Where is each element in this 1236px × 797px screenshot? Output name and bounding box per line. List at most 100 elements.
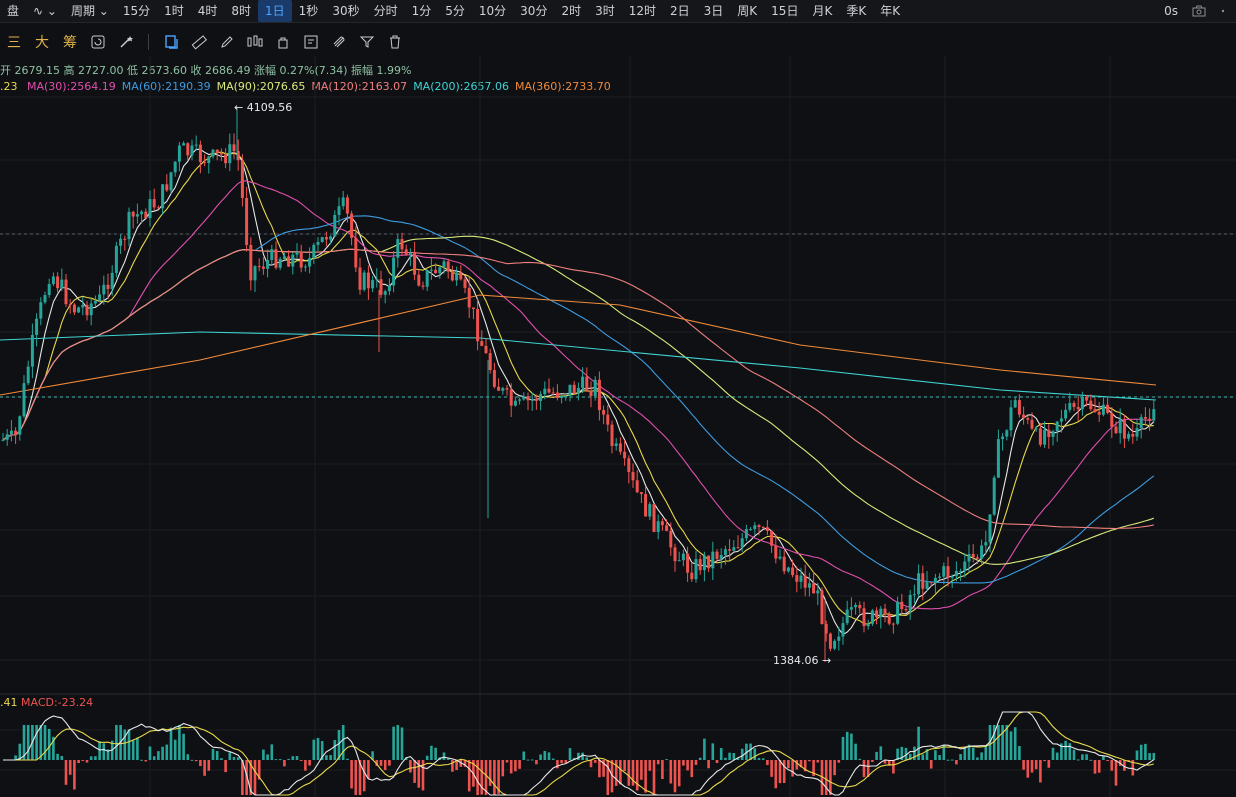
copy-icon[interactable] [157,30,185,54]
macd-histogram-bar [631,760,635,786]
magnet-icon[interactable] [325,30,353,54]
macd-histogram-bar [778,760,782,784]
timeframe-tab[interactable]: 30分 [520,4,548,18]
macd-histogram-bar [799,760,803,768]
timeframe-tab[interactable]: 周K [737,4,758,18]
timeframe-tab[interactable]: 12时 [628,4,657,18]
candle-body [837,636,841,641]
macd-histogram-bar [938,755,941,760]
candle-body [896,601,900,624]
timeframe-tab[interactable]: 5分 [445,4,465,18]
macd-histogram-bar [934,750,937,760]
candle-body [392,257,396,286]
latency-readout: 0s [1164,4,1178,18]
timeframe-tab[interactable]: 15日 [771,4,799,18]
macd-histogram-bar [732,753,736,760]
indicator-san-button[interactable]: 三 [7,35,21,51]
candle-body [341,197,345,207]
timeframe-tab[interactable]: 周期 ⌄ [70,4,109,18]
macd-histogram-bar [1018,745,1021,760]
candle-body [463,279,467,288]
indicator-da-button[interactable]: 大 [35,35,49,51]
candle-body [568,384,572,396]
notes-icon[interactable] [297,30,325,54]
candles-icon[interactable] [241,30,269,54]
candle-body [383,291,387,295]
timeframe-tab[interactable]: 4时 [197,4,218,18]
macd-legend: .41 MACD:-23.24 [0,696,93,709]
macd-histogram-bar [203,760,206,776]
macd-histogram-bar [808,760,811,762]
timeframe-tab[interactable]: 8时 [231,4,252,18]
macd-histogram-bar [514,760,517,772]
macd-histogram-bar [883,760,887,764]
macd-histogram-bar [493,760,496,795]
timeframe-tab[interactable]: 月K [812,4,833,18]
macd-histogram-bar [661,760,664,780]
candle-body [64,279,68,305]
pencil-icon[interactable] [213,30,241,54]
macd-histogram-bar [791,760,794,777]
ma-legend-item: MA(200):2657.06 [413,80,509,93]
candle-body [1101,404,1105,415]
candle-body [765,527,769,531]
candle-body [261,266,265,269]
timeframe-tab[interactable]: 分时 [373,4,398,18]
macd-histogram-bar [736,758,740,760]
refresh-icon[interactable] [84,30,112,54]
timeframe-tab[interactable]: 15分 [122,4,151,18]
more-icon[interactable] [1218,5,1228,17]
candle-body [988,514,992,543]
change-label: 涨幅 [254,64,276,77]
indicator-chou-button[interactable]: 筹 [63,35,77,51]
timeframe-tab[interactable]: 10分 [478,4,507,18]
macd-histogram-bar [757,758,761,760]
candle-body [807,583,811,588]
lock-icon[interactable] [269,30,297,54]
timeframe-tab[interactable]: 1秒 [298,4,319,18]
macd-histogram-bar [1060,743,1063,760]
macd-histogram-bar [980,752,983,760]
ruler-icon[interactable] [185,30,213,54]
trash-icon[interactable] [381,30,409,54]
macd-histogram-bar [480,760,484,795]
timeframe-tab[interactable]: 2时 [561,4,582,18]
magic-tool-icon[interactable] [112,30,140,54]
macd-histogram-bar [556,760,559,769]
timeframe-tab[interactable]: 3日 [703,4,724,18]
candle-body [98,294,102,301]
macd-histogram-bar [644,760,647,793]
timeframe-tab[interactable]: 盘 [7,4,20,18]
macd-histogram-bar [833,760,836,776]
macd-histogram-bar [997,725,1000,760]
timeframe-tab[interactable]: 1时 [164,4,184,18]
camera-icon[interactable] [1192,5,1206,17]
candle-body [870,610,874,624]
candle-body [774,545,778,559]
timeframe-tab[interactable]: 3时 [595,4,615,18]
candle-body [467,287,471,308]
macd-histogram-bar [648,760,652,771]
macd-histogram-bar [207,760,211,771]
candle-body [203,162,207,164]
macd-histogram-bar [1148,753,1151,760]
candle-body [287,256,291,267]
candle-body [211,149,215,157]
candle-body [631,472,635,481]
macd-histogram-bar [278,759,282,761]
timeframe-tab[interactable]: 1分 [411,4,432,18]
timeframe-tab[interactable]: 1日 [258,0,292,22]
candle-body [308,258,312,267]
candle-body [1022,414,1026,419]
timeframe-tab[interactable]: 年K [880,4,901,18]
timeframe-tab[interactable]: 季K [846,4,867,18]
timeframe-tab[interactable]: 2日 [670,4,690,18]
timeframe-tab[interactable]: ∿ ⌄ [33,4,57,18]
macd-histogram-bar [442,752,446,760]
timeframe-tab[interactable]: 30秒 [332,4,360,18]
filter-icon[interactable] [353,30,381,54]
candle-body [912,594,916,596]
macd-histogram-bar [656,760,660,765]
macd-histogram-bar [148,746,152,760]
